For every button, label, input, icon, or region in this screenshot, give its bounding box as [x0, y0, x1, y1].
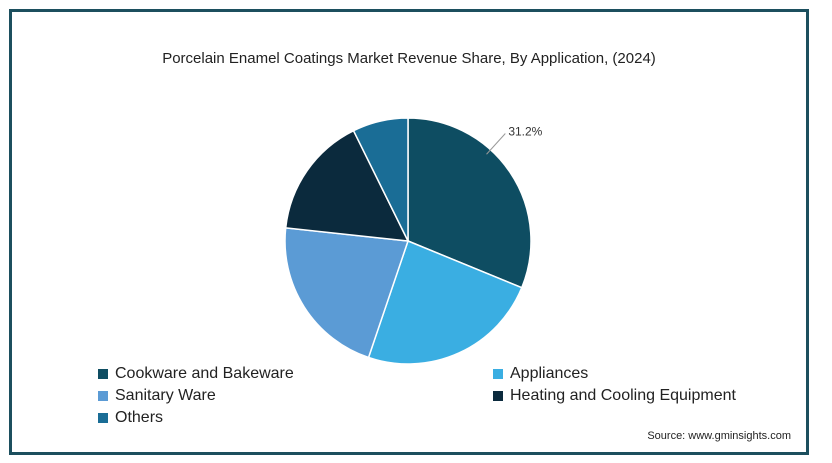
chart-frame: Porcelain Enamel Coatings Market Revenue…	[9, 9, 809, 455]
pie-slice-cookware-and-bakeware	[407, 117, 532, 289]
pie-slice-appliances	[367, 240, 523, 365]
legend-item-cookware: Cookware and Bakeware	[98, 365, 294, 383]
pie-slice-others	[352, 117, 409, 242]
legend-swatch-sanitary	[98, 391, 108, 401]
data-label-leader-line	[486, 133, 506, 155]
legend-label-appliances: Appliances	[510, 365, 589, 382]
legend-item-appliances: Appliances	[493, 365, 588, 383]
legend-swatch-others	[98, 413, 108, 423]
legend-label-others: Others	[115, 409, 164, 426]
legend-label-sanitary: Sanitary Ware	[115, 387, 216, 404]
legend-label-heating: Heating and Cooling Equipment	[510, 387, 736, 404]
legend-swatch-appliances	[493, 369, 503, 379]
legend-item-sanitary: Sanitary Ware	[98, 387, 216, 405]
data-label: 31.2%	[508, 125, 542, 139]
pie-slice-heating-and-cooling-equipment	[284, 129, 410, 242]
source-note: Source: www.gminsights.com	[647, 430, 791, 442]
legend-item-others: Others	[98, 409, 163, 427]
pie-chart: 31.2%	[284, 117, 543, 365]
legend-item-heating: Heating and Cooling Equipment	[493, 387, 736, 405]
legend-label-cookware: Cookware and Bakeware	[115, 365, 294, 382]
pie-slice-sanitary-ware	[284, 227, 410, 359]
legend-swatch-cookware	[98, 369, 108, 379]
chart-title: Porcelain Enamel Coatings Market Revenue…	[162, 50, 656, 67]
legend-swatch-heating	[493, 391, 503, 401]
